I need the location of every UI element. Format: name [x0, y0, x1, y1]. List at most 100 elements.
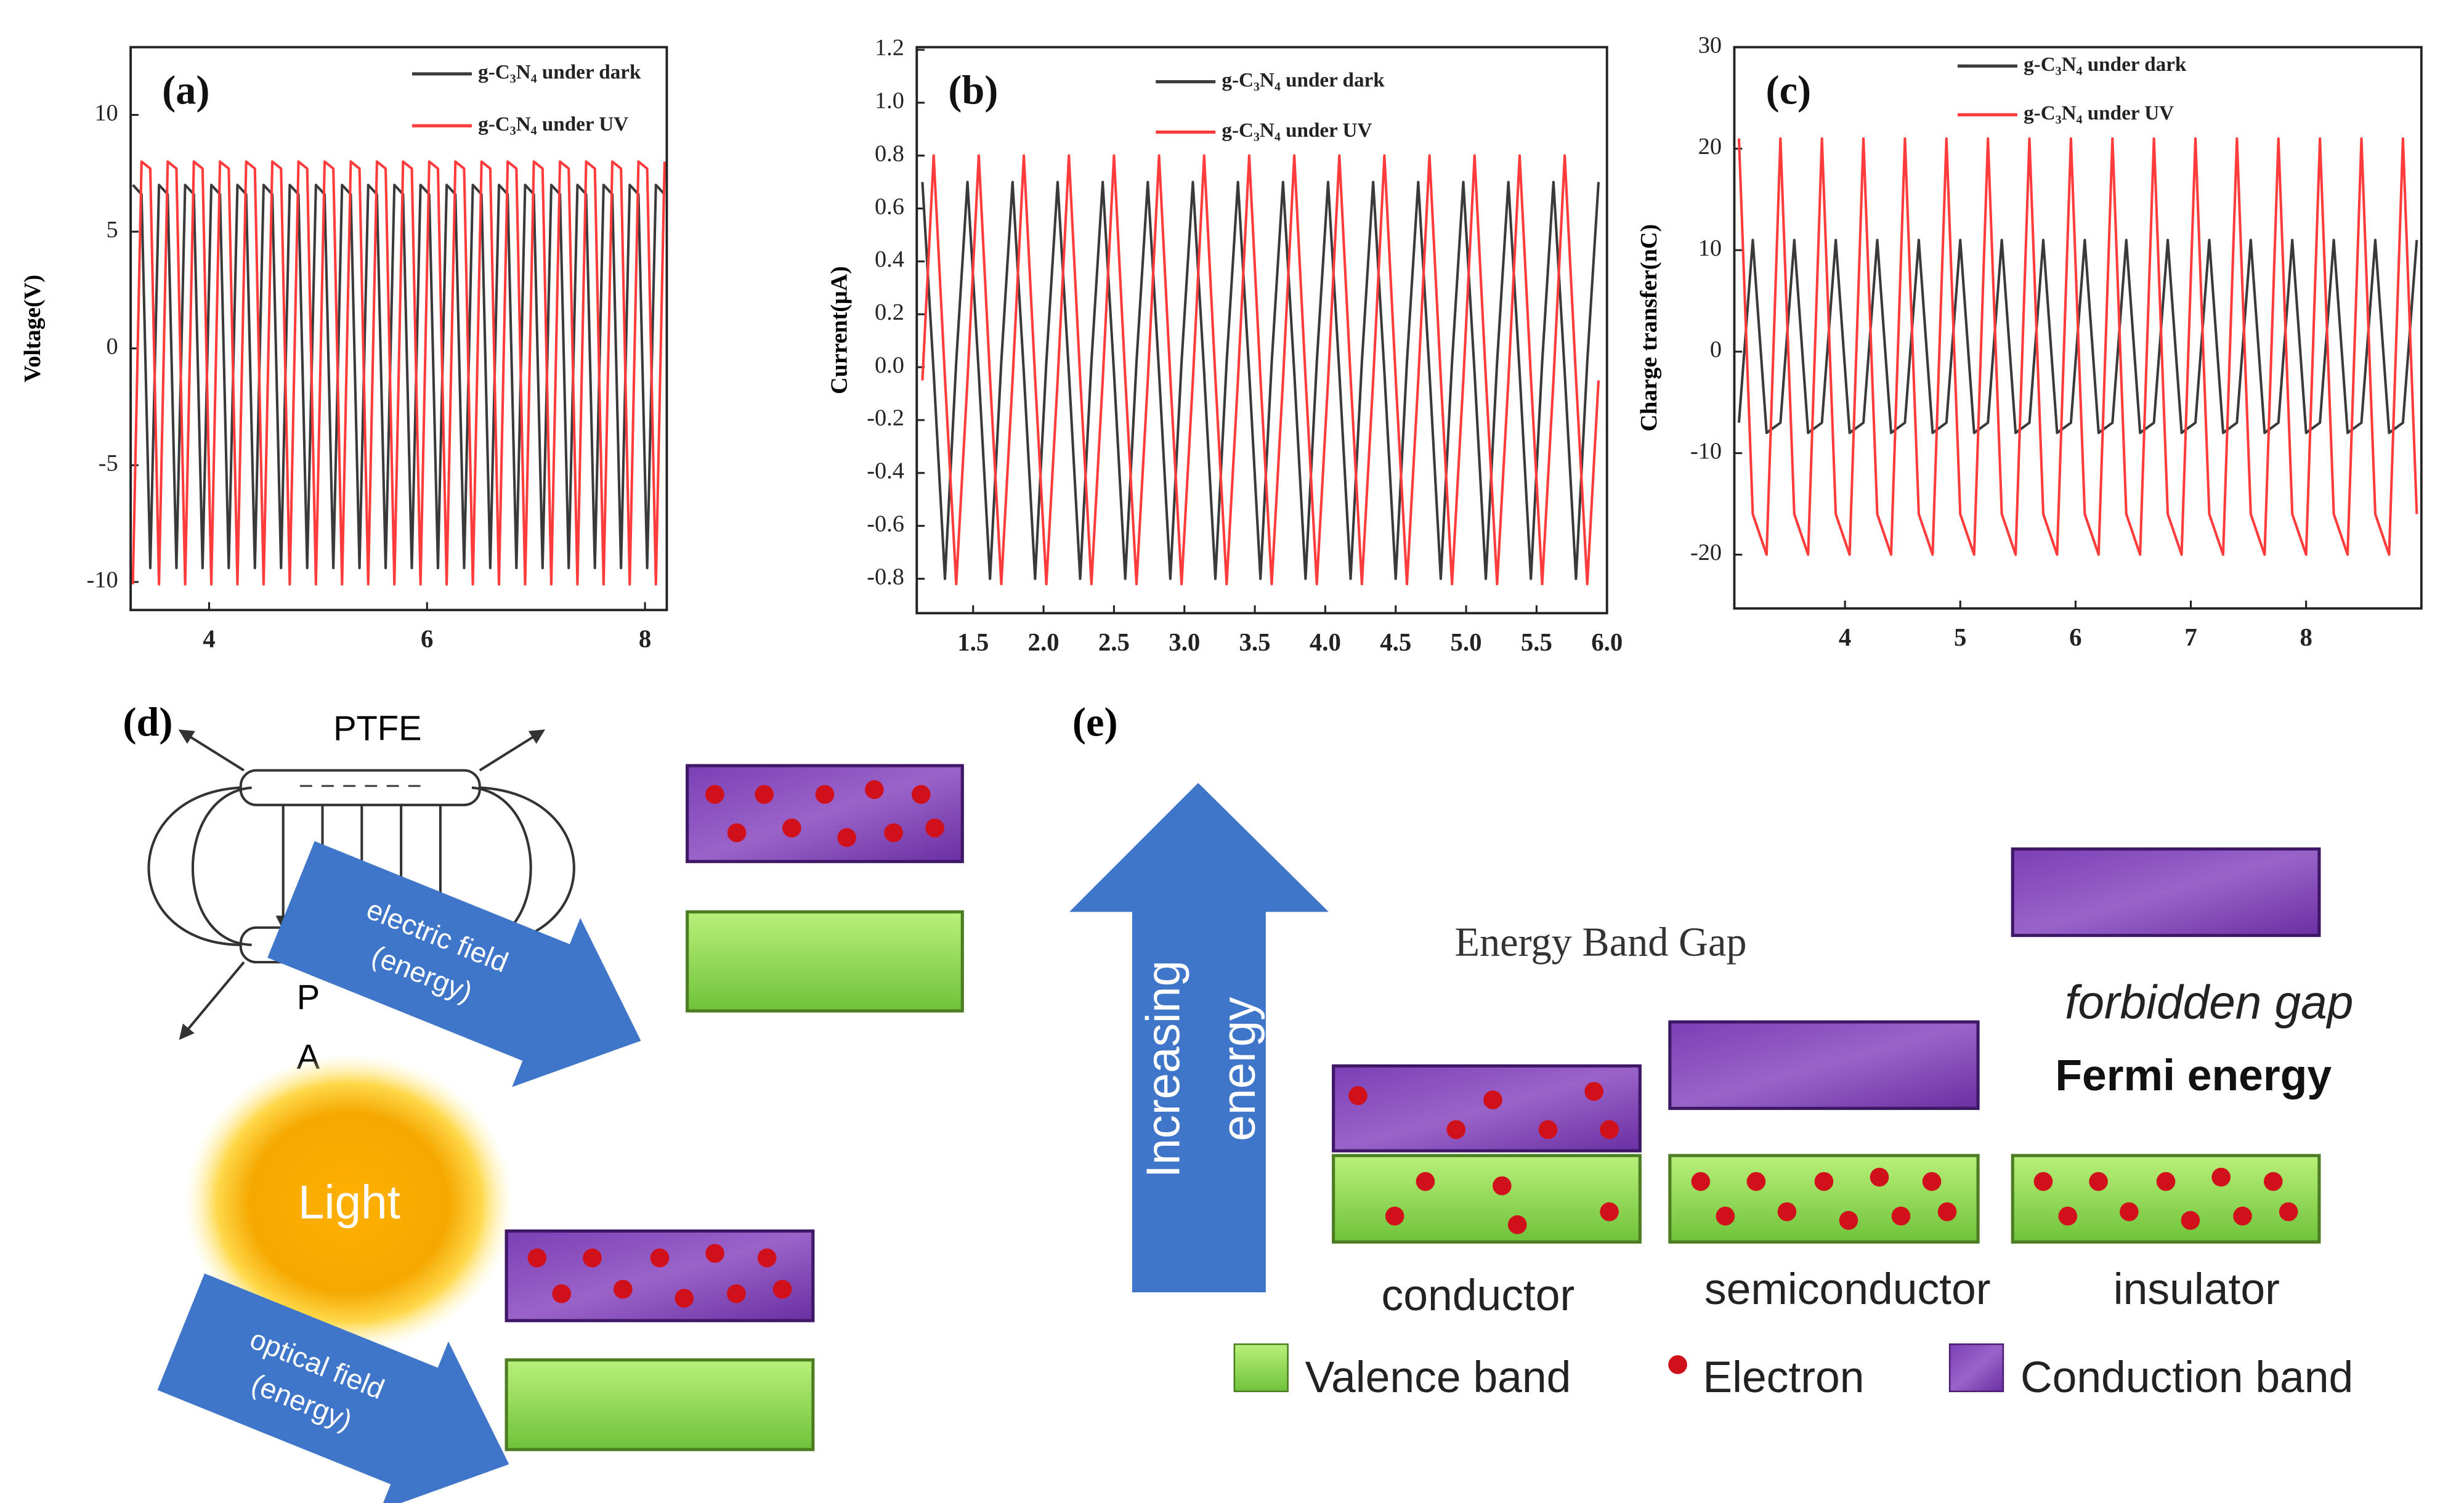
electron — [1600, 1202, 1619, 1221]
electron — [925, 818, 944, 838]
electron — [2211, 1167, 2231, 1187]
electron — [1600, 1120, 1619, 1140]
plate-label: PTFE — [333, 709, 421, 748]
conduction-band — [2011, 847, 2321, 938]
electron — [772, 1279, 792, 1299]
x-tick-label: 3.5 — [1239, 628, 1271, 656]
valence-band — [1668, 1154, 1980, 1244]
light-glow — [184, 1053, 514, 1352]
electron — [1584, 1082, 1603, 1101]
legend-label: Electron — [1703, 1353, 1864, 1402]
electron — [1348, 1086, 1368, 1106]
y-tick-label: -10 — [1690, 438, 1722, 464]
conduction-band — [1332, 1064, 1642, 1153]
y-tick-label: 5 — [107, 217, 118, 243]
electron — [2089, 1172, 2108, 1191]
electron — [1777, 1202, 1797, 1221]
column-label: conductor — [1382, 1271, 1575, 1320]
x-tick-label: 5.5 — [1521, 628, 1552, 656]
y-tick-label: 0.8 — [875, 140, 904, 166]
y-tick-label: 20 — [1698, 134, 1722, 160]
electron — [1691, 1172, 1711, 1191]
y-tick-label: 10 — [1698, 235, 1722, 261]
y-tick-label: -5 — [99, 450, 118, 476]
y-axis-label: Voltage(V) — [20, 275, 46, 383]
y-tick-label: -0.4 — [867, 458, 904, 484]
electron — [2120, 1202, 2139, 1221]
chart: -20 -10 0 10 20 30 4 5 6 7 8 Charge transfer(nC) g-C… — [1636, 32, 2423, 651]
y-tick-label: -20 — [1690, 540, 1722, 565]
legend-label: g-C₃N₄ under UV — [1222, 119, 1372, 142]
electron — [1493, 1176, 1512, 1196]
electron — [650, 1248, 670, 1268]
legend-label: Conduction band — [2020, 1353, 2353, 1402]
plate-label: P — [297, 978, 320, 1016]
electron — [583, 1248, 602, 1268]
data-line — [131, 160, 666, 586]
electron — [1507, 1215, 1527, 1234]
legend-swatch — [1948, 1343, 2004, 1393]
valence-band — [1332, 1154, 1642, 1244]
electron — [2156, 1172, 2176, 1191]
x-tick-label: 1.5 — [957, 628, 989, 656]
electron — [527, 1248, 547, 1268]
electron — [2263, 1172, 2283, 1191]
data-line — [1737, 137, 2418, 556]
legend-label: g-C₃N₄ under dark — [2024, 53, 2187, 76]
diagram-title: Energy Band Gap — [1454, 920, 1746, 965]
electron — [1716, 1206, 1735, 1226]
y-tick-label: -10 — [87, 567, 118, 593]
electron — [884, 823, 903, 843]
electron — [2279, 1202, 2298, 1221]
arrow: optical field (energy) — [157, 1273, 509, 1503]
panel-label: (c) — [1766, 68, 1812, 113]
electron — [815, 785, 835, 804]
conduction-band — [1668, 1020, 1980, 1110]
electron — [757, 1248, 777, 1268]
data-line — [921, 180, 1600, 580]
electron — [1746, 1172, 1766, 1191]
band-note: forbidden gap — [2065, 977, 2353, 1029]
x-tick-label: 6 — [2069, 623, 2081, 651]
data-line — [921, 154, 1600, 586]
y-tick-label: 0 — [1710, 337, 1722, 363]
electron — [552, 1284, 572, 1303]
electron — [727, 1284, 746, 1303]
electron — [1870, 1167, 1889, 1187]
x-tick-label: 2.5 — [1098, 628, 1130, 656]
x-tick-label: 5 — [1954, 623, 1966, 651]
data-line — [132, 184, 666, 570]
y-tick-label: 0.4 — [875, 246, 904, 272]
electron — [705, 1244, 724, 1263]
electron — [1814, 1172, 1834, 1191]
light-label: Light — [298, 1177, 400, 1229]
electron — [675, 1289, 694, 1308]
chart: -0.8 -0.6 -0.4 -0.2 0.0 0.2 0.4 0.6 0.8 1.0 1.2 1.5… — [827, 35, 1623, 656]
y-tick-label: 1.2 — [875, 35, 904, 61]
column-label: semiconductor — [1704, 1265, 1991, 1314]
band-note: Fermi energy — [2055, 1051, 2332, 1100]
conduction-band — [505, 1229, 815, 1323]
panel-label: (a) — [162, 68, 209, 113]
electron — [2181, 1210, 2200, 1230]
legend-swatch — [1233, 1343, 1289, 1393]
y-tick-label: 0.2 — [875, 299, 904, 325]
valence-band — [505, 1358, 815, 1451]
electron — [705, 785, 724, 804]
electron — [1483, 1090, 1502, 1109]
electron — [1538, 1120, 1558, 1140]
electron — [837, 828, 856, 848]
y-tick-label: 0.0 — [875, 352, 904, 378]
panel-label: (d) — [123, 700, 172, 745]
x-tick-label: 6.0 — [1591, 628, 1623, 656]
y-axis-label: Charge transfer(nC) — [1636, 224, 1662, 432]
valence-band — [2011, 1154, 2321, 1244]
y-tick-label: 30 — [1698, 32, 1722, 58]
legend-label: Valence band — [1305, 1353, 1571, 1402]
y-tick-label: 1.0 — [875, 88, 904, 114]
legend-label: g-C₃N₄ under dark — [1222, 68, 1385, 91]
legend-label: g-C₃N₄ under dark — [478, 61, 641, 84]
x-tick-label: 7 — [2184, 623, 2197, 651]
